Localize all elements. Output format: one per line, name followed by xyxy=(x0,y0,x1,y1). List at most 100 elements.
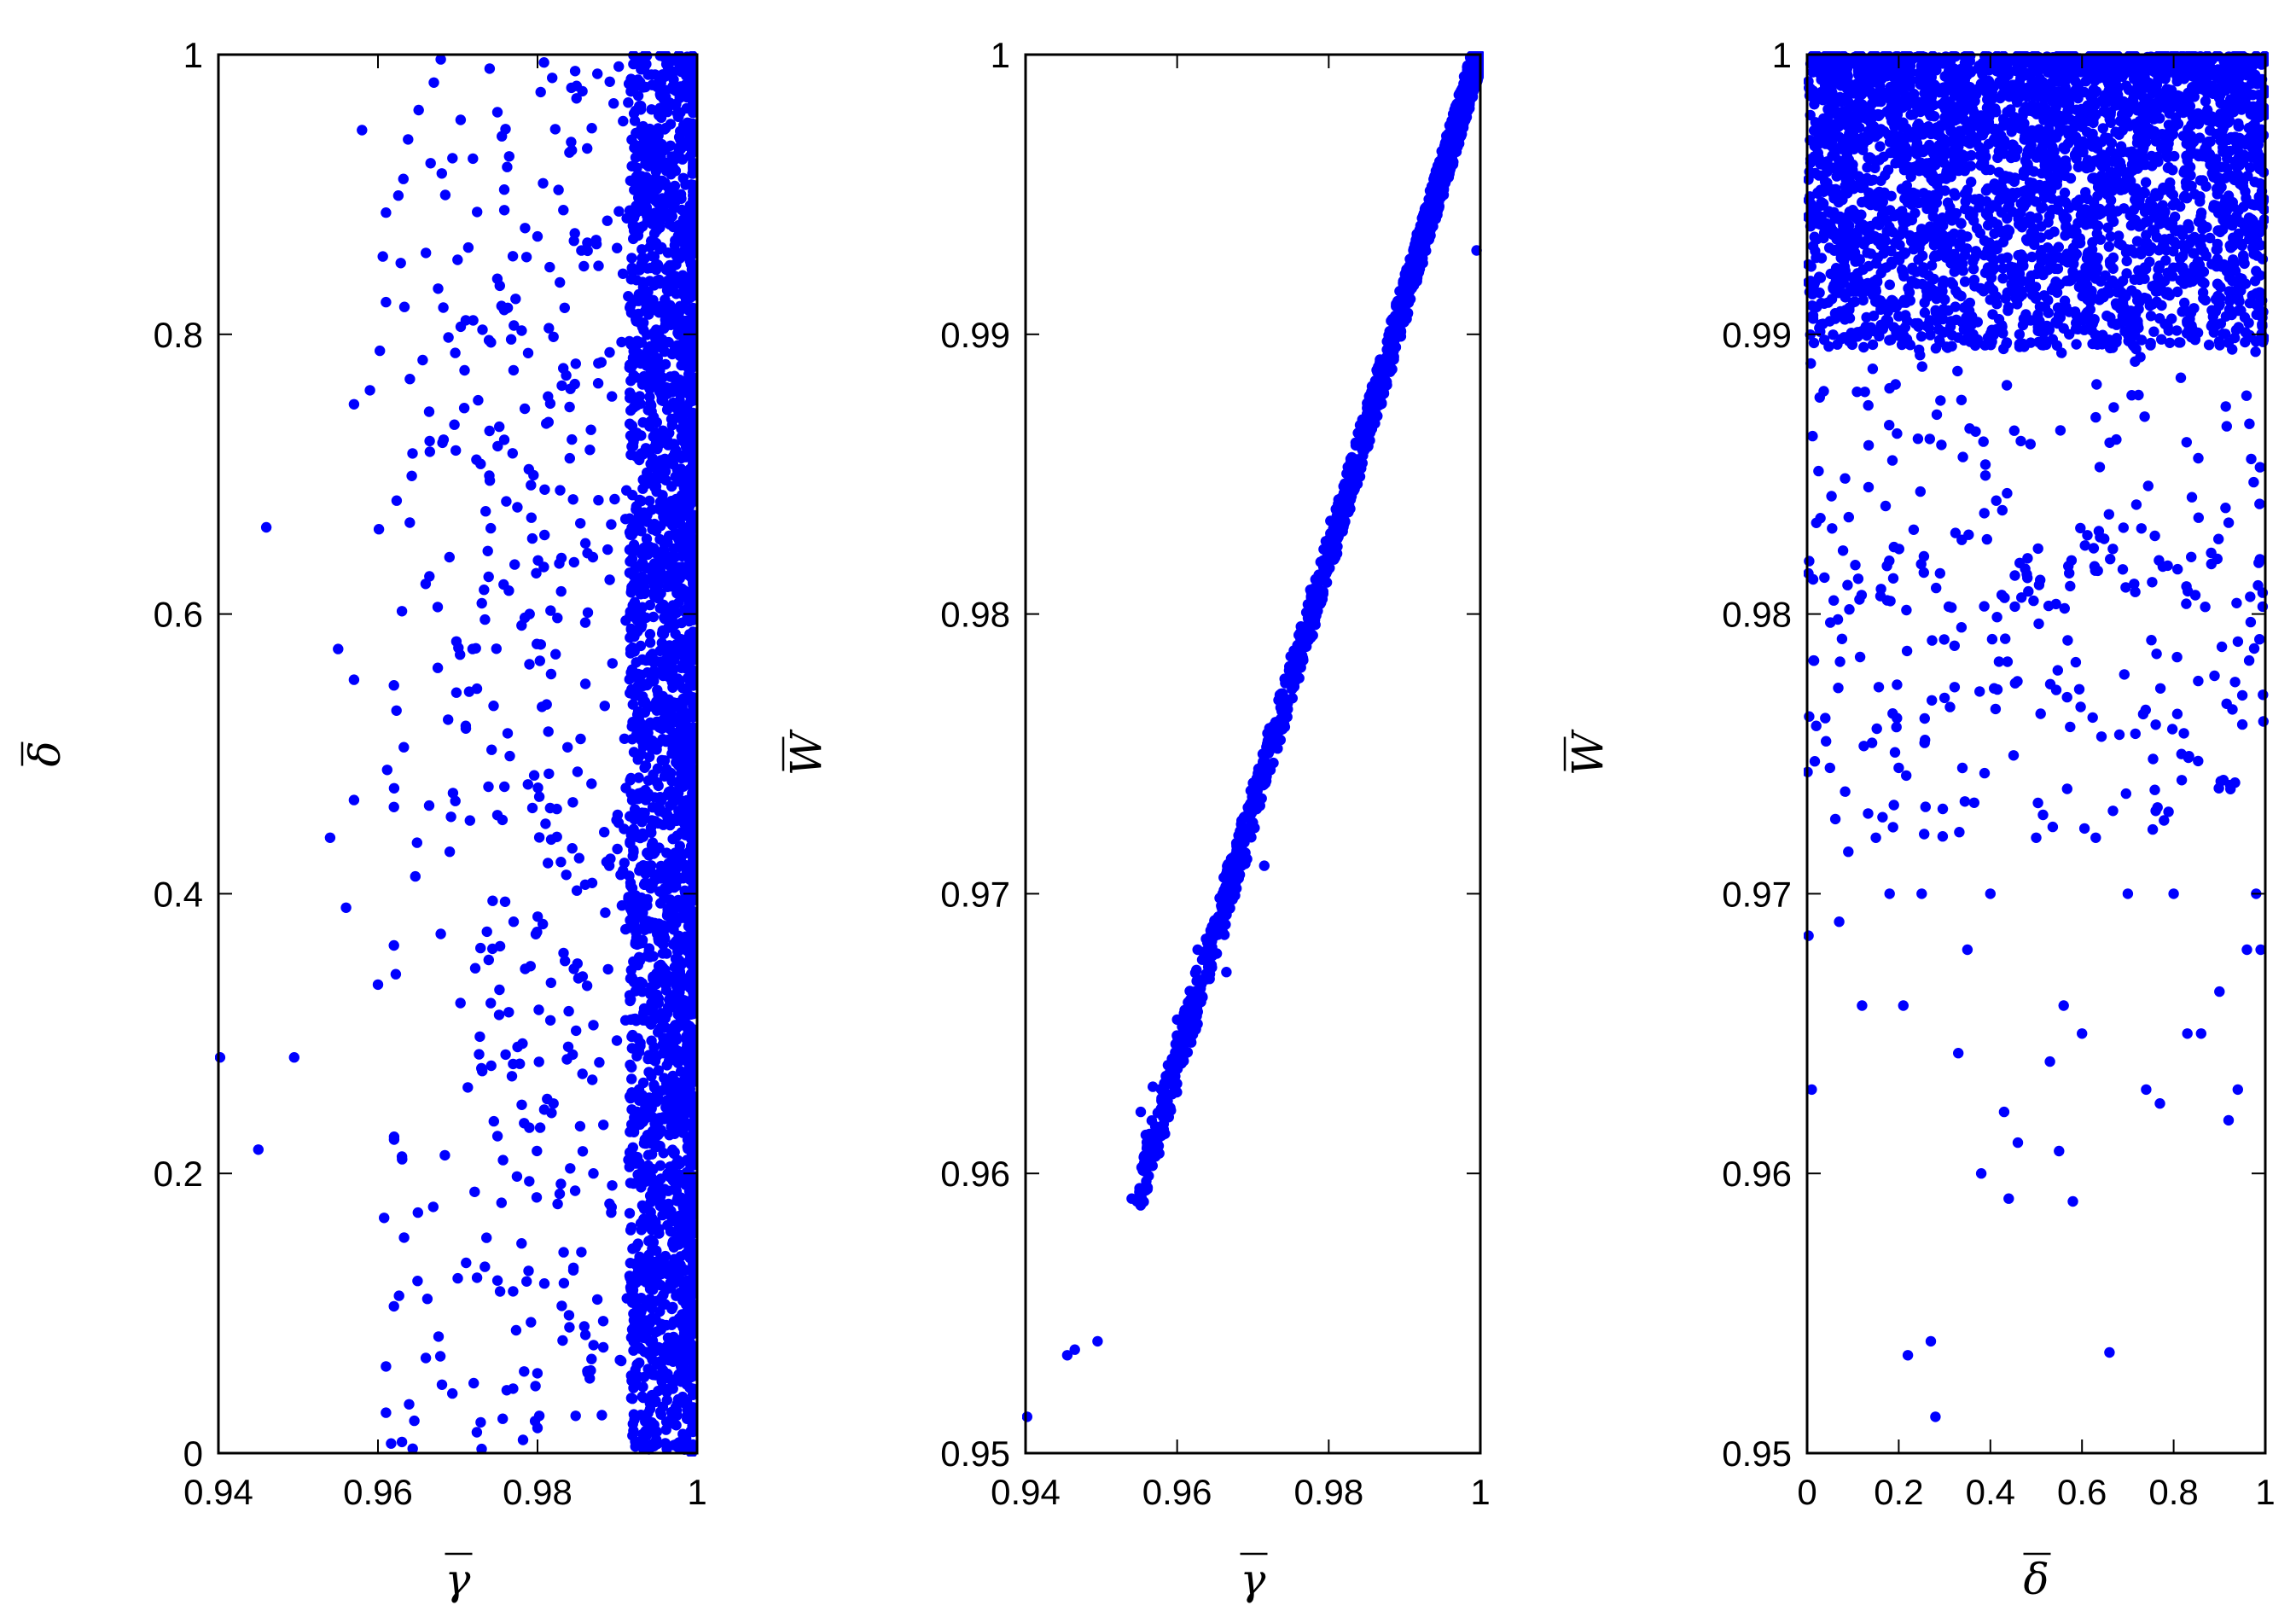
data-point xyxy=(567,1265,579,1276)
data-point xyxy=(632,610,644,622)
data-point xyxy=(684,629,695,640)
data-point xyxy=(688,1307,699,1319)
data-point xyxy=(625,1224,636,1236)
data-point xyxy=(488,701,499,712)
data-point xyxy=(656,628,668,639)
data-point xyxy=(630,1376,642,1388)
data-point xyxy=(375,345,386,357)
data-point xyxy=(562,1041,574,1053)
data-point xyxy=(647,79,658,90)
data-point xyxy=(643,1300,654,1311)
data-point xyxy=(665,800,676,811)
data-point xyxy=(569,66,581,77)
data-point xyxy=(547,73,558,84)
data-point xyxy=(616,900,628,911)
data-point xyxy=(524,1122,535,1133)
data-point xyxy=(639,678,651,689)
data-point xyxy=(452,1272,463,1284)
data-point xyxy=(688,969,699,980)
data-point xyxy=(1351,454,1363,465)
data-point xyxy=(677,225,688,237)
data-point xyxy=(531,1192,543,1203)
data-point xyxy=(656,1318,667,1330)
data-point xyxy=(688,545,699,556)
data-point xyxy=(406,470,417,481)
data-point xyxy=(549,124,561,135)
data-point xyxy=(1279,721,1291,733)
data-point xyxy=(388,782,400,794)
data-point xyxy=(409,1415,420,1427)
data-point xyxy=(502,161,513,172)
data-point xyxy=(676,193,687,204)
data-point xyxy=(398,742,410,753)
data-point xyxy=(625,587,636,598)
data-point xyxy=(532,782,543,794)
data-point xyxy=(688,1421,699,1432)
x-tick-label: 1 xyxy=(687,1472,706,1512)
data-point xyxy=(1295,662,1306,673)
data-point xyxy=(650,172,661,183)
data-point xyxy=(640,1416,651,1428)
data-point xyxy=(688,866,699,877)
data-point xyxy=(646,1234,657,1246)
data-point xyxy=(642,329,653,340)
data-point xyxy=(428,77,439,89)
data-point xyxy=(657,425,669,436)
data-point xyxy=(681,1299,692,1311)
data-point xyxy=(636,337,648,348)
data-point xyxy=(683,1178,694,1189)
data-point xyxy=(688,518,699,529)
data-point xyxy=(484,425,495,437)
data-point xyxy=(644,717,656,729)
data-point xyxy=(503,151,514,162)
data-point xyxy=(458,403,470,414)
data-point xyxy=(625,881,636,892)
data-point xyxy=(555,857,567,868)
data-point xyxy=(570,1410,581,1422)
data-point xyxy=(671,85,682,97)
data-point xyxy=(650,237,662,249)
data-point xyxy=(377,251,388,262)
data-point xyxy=(659,612,670,623)
data-point xyxy=(491,643,502,654)
data-point xyxy=(526,512,537,523)
data-point xyxy=(660,1424,671,1435)
data-point xyxy=(631,222,642,233)
data-point xyxy=(215,1052,226,1063)
data-point xyxy=(564,401,575,413)
data-point xyxy=(629,631,640,643)
data-point xyxy=(571,93,582,104)
data-point xyxy=(579,617,591,628)
data-point xyxy=(674,675,685,686)
data-point xyxy=(544,398,556,410)
data-point xyxy=(654,1356,666,1368)
data-point xyxy=(628,108,640,119)
data-point xyxy=(491,810,503,821)
data-point xyxy=(631,793,642,804)
y-tick-label: 0.6 xyxy=(154,595,203,635)
data-point xyxy=(1171,1044,1183,1056)
data-point xyxy=(688,1107,699,1118)
data-point xyxy=(679,406,690,417)
data-point xyxy=(567,843,578,854)
data-point xyxy=(602,963,613,975)
data-point xyxy=(654,108,665,119)
data-point xyxy=(511,1171,523,1183)
data-point xyxy=(688,725,699,737)
data-point xyxy=(364,385,375,396)
data-point xyxy=(1462,73,1474,85)
data-point xyxy=(671,493,682,505)
data-point xyxy=(532,911,543,922)
data-point xyxy=(688,157,699,169)
data-point xyxy=(561,1054,573,1065)
data-point xyxy=(512,1041,523,1053)
data-point xyxy=(663,336,674,348)
data-point xyxy=(626,1323,638,1335)
data-point xyxy=(579,678,591,689)
data-point xyxy=(660,1013,671,1024)
data-point xyxy=(625,307,637,318)
data-point xyxy=(671,1399,683,1410)
data-point xyxy=(638,507,650,518)
data-point xyxy=(577,85,588,97)
data-point xyxy=(625,375,636,387)
